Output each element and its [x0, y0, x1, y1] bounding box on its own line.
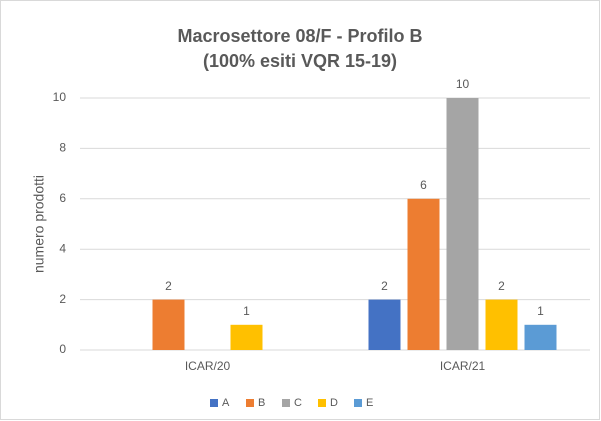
legend-label: B: [258, 397, 265, 409]
x-tick-label: ICAR/20: [185, 359, 231, 373]
legend-swatch: [246, 399, 254, 407]
data-label: 2: [498, 279, 505, 293]
y-tick-label: 8: [59, 141, 66, 155]
y-tick-label: 10: [53, 90, 67, 104]
y-tick-label: 0: [59, 342, 66, 356]
chart-title: Macrosettore 08/F - Profilo B: [177, 26, 422, 46]
legend-label: D: [330, 397, 338, 409]
y-tick-label: 6: [59, 191, 66, 205]
data-label: 2: [381, 279, 388, 293]
bar: [407, 198, 440, 350]
data-label: 10: [456, 77, 470, 91]
legend-swatch: [210, 399, 218, 407]
data-label: 1: [537, 304, 544, 318]
legend-swatch: [282, 399, 290, 407]
data-label: 2: [165, 279, 172, 293]
bar: [230, 324, 263, 350]
data-label: 1: [243, 304, 250, 318]
bar: [368, 299, 401, 350]
bar: [485, 299, 518, 350]
data-label: 6: [420, 178, 427, 192]
bar: [152, 299, 185, 350]
legend-label: E: [366, 397, 373, 409]
x-tick-label: ICAR/21: [440, 359, 486, 373]
bar: [446, 98, 479, 350]
legend-swatch: [354, 399, 362, 407]
legend-label: C: [294, 397, 302, 409]
y-axis-label: numero prodotti: [31, 175, 47, 273]
legend-swatch: [318, 399, 326, 407]
bar: [524, 324, 557, 350]
legend-label: A: [222, 397, 230, 409]
y-tick-label: 2: [59, 292, 66, 306]
y-tick-label: 4: [59, 241, 66, 255]
chart-title: (100% esiti VQR 15-19): [203, 51, 397, 71]
